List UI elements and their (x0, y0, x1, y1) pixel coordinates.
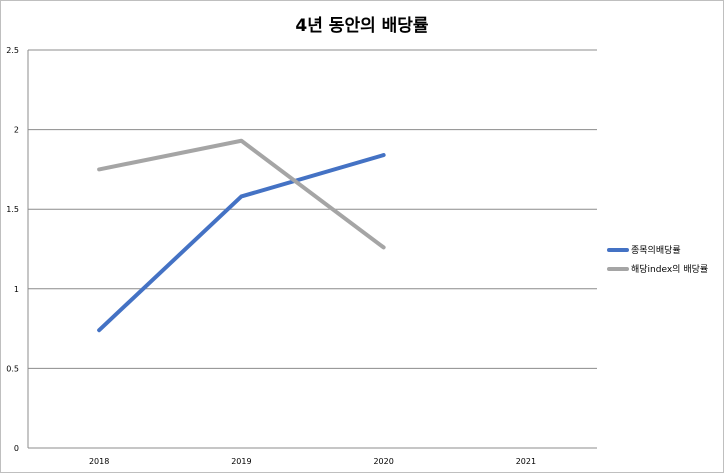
legend-swatch-series-2 (607, 266, 629, 271)
x-tick-label-0: 2018 (89, 457, 109, 466)
series-line-1 (97, 153, 386, 333)
legend-swatch-series-1 (607, 247, 629, 252)
chart-title: 4년 동안의 배당률 (295, 16, 429, 36)
x-tick-label-1: 2019 (231, 457, 251, 466)
series-line-2 (97, 138, 386, 250)
series-lines (97, 138, 386, 333)
gridlines (28, 49, 597, 369)
x-axis-ticks: 2018 2019 2020 2021 (89, 457, 536, 466)
y-tick-label-1: 0.5 (6, 364, 19, 373)
axes (27, 50, 597, 449)
legend-label-series-1: 종목의배당률 (631, 246, 681, 256)
legend-label-series-2: 해당index의 배당률 (631, 265, 709, 275)
y-tick-label-4: 2 (14, 126, 19, 135)
x-tick-label-3: 2021 (516, 457, 536, 466)
legend-item-series-1: 종목의배당률 (607, 240, 708, 259)
y-tick-label-2: 1 (14, 285, 19, 294)
legend-item-series-2: 해당index의 배당률 (607, 259, 708, 278)
y-axis-ticks: 0 0.5 1 1.5 2 2.5 (6, 46, 19, 453)
y-tick-label-0: 0 (14, 444, 19, 453)
y-tick-label-5: 2.5 (6, 46, 19, 55)
legend: 종목의배당률 해당index의 배당률 (607, 240, 708, 278)
x-tick-label-2: 2020 (373, 457, 393, 466)
y-tick-label-3: 1.5 (6, 205, 19, 214)
